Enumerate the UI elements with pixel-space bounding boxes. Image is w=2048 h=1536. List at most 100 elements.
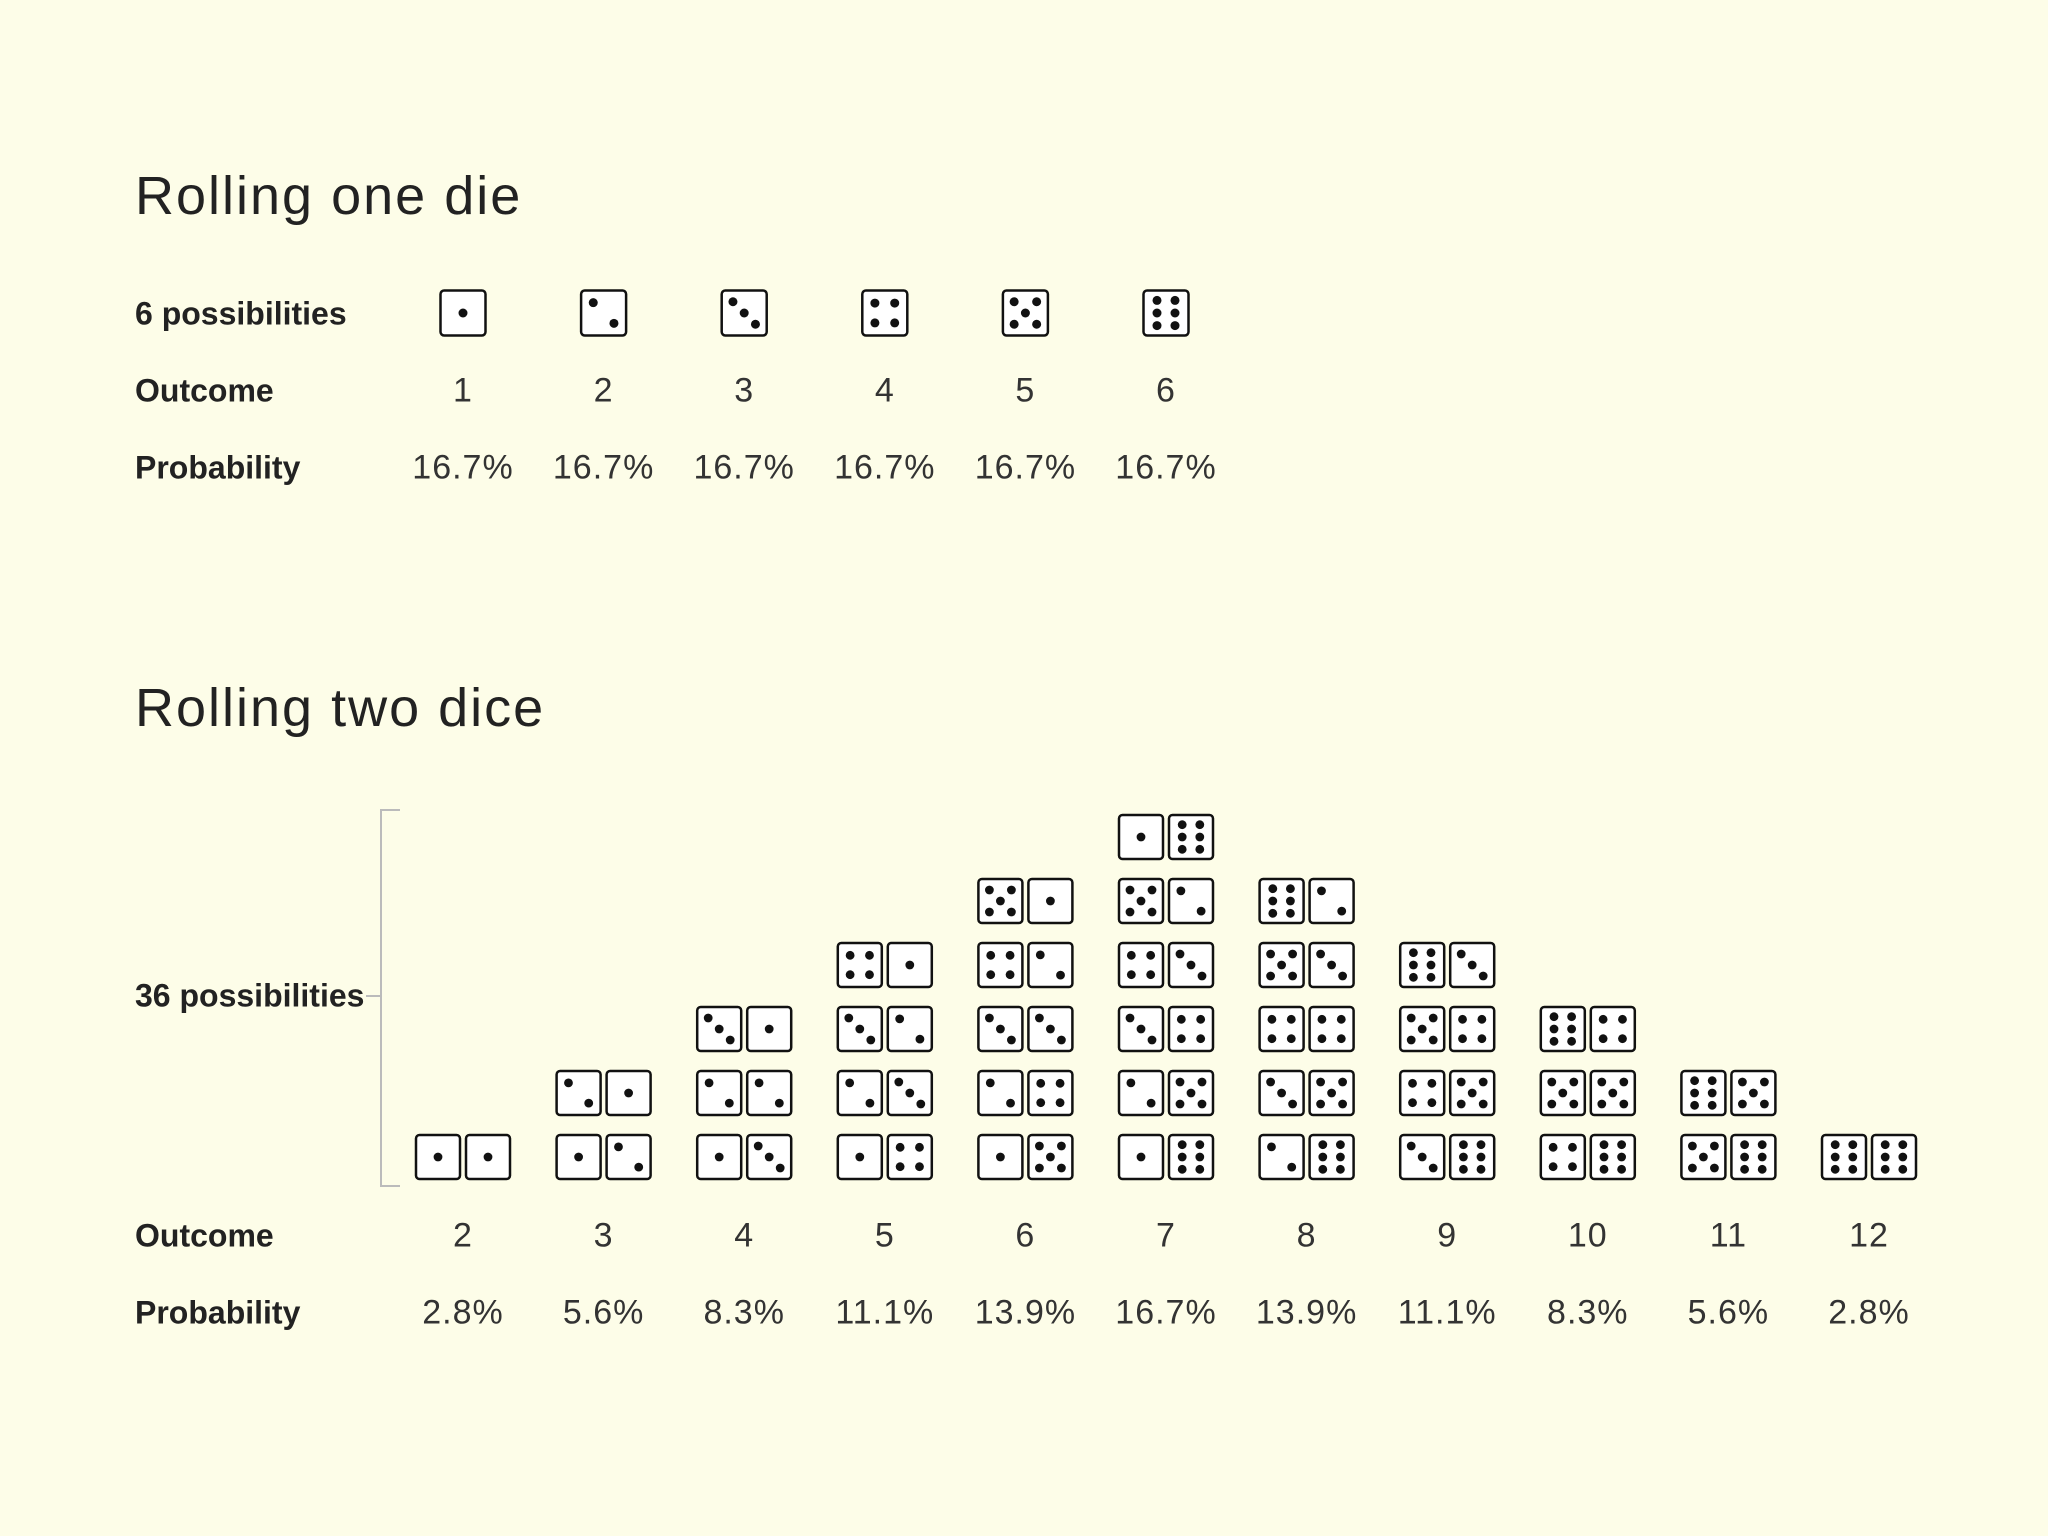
die-pip — [1547, 1099, 1557, 1109]
die-pip — [1549, 1024, 1559, 1034]
die-pip — [1007, 907, 1016, 917]
die-pip — [753, 1141, 763, 1151]
die-pip — [1125, 885, 1135, 895]
die-pip — [1738, 1099, 1747, 1109]
die-pair-right — [464, 1133, 512, 1181]
die-pip — [1760, 1099, 1769, 1109]
die-pip — [1177, 1140, 1187, 1150]
die-pip — [1125, 1013, 1135, 1023]
die-pip — [1699, 1152, 1708, 1162]
die-pip — [1898, 1140, 1908, 1150]
die-pip — [1417, 1024, 1427, 1034]
die-pip — [1568, 1142, 1577, 1152]
two-dice-probability: 16.7% — [1115, 1293, 1217, 1332]
die-pair-left — [977, 1133, 1024, 1181]
die-pip — [1005, 970, 1015, 980]
die-pip — [1477, 1014, 1487, 1024]
die-pip — [1268, 908, 1278, 918]
die-pip — [1009, 297, 1019, 307]
die-body — [1142, 289, 1190, 337]
one-die-probability: 16.7% — [693, 448, 795, 487]
die-pip — [1456, 1099, 1466, 1109]
die-pip — [1036, 1098, 1046, 1108]
die-pip — [1549, 1012, 1559, 1022]
die-body — [1308, 1005, 1355, 1053]
die-pair-left — [1398, 1069, 1446, 1117]
die-pip — [1618, 1034, 1627, 1044]
die-body — [861, 289, 909, 337]
die-pair-right — [1027, 877, 1074, 925]
two-dice-outcome: 2 — [453, 1216, 473, 1255]
bracket-line — [366, 809, 400, 1187]
one-die-outcome: 5 — [1015, 371, 1036, 410]
die-pip — [1608, 1088, 1618, 1098]
die-pip — [1197, 1099, 1207, 1109]
one-die-outcome: 1 — [453, 371, 473, 410]
die-pip — [1317, 886, 1326, 896]
die-pair-left — [1680, 1133, 1727, 1181]
one-die-probability: 16.7% — [834, 448, 936, 487]
die-pip — [1408, 1098, 1417, 1108]
die-pip — [1830, 1152, 1840, 1162]
one-die-probability: 16.7% — [412, 448, 514, 487]
die-pip — [1288, 971, 1297, 981]
die-pip — [1618, 1014, 1627, 1024]
die-pip — [584, 1098, 594, 1108]
one-die-outcome: 4 — [874, 371, 895, 410]
die-pip — [1032, 319, 1042, 329]
die-body — [886, 1005, 934, 1053]
one-die-outcome: 3 — [734, 371, 755, 410]
die-pip — [865, 950, 874, 960]
die-pip — [996, 1152, 1005, 1162]
die-pair-left — [836, 1133, 884, 1181]
die-face-4 — [861, 289, 909, 337]
die-pip — [915, 1034, 925, 1044]
die-pip — [985, 1078, 995, 1088]
die-pip — [1286, 896, 1295, 906]
die-pip — [855, 1024, 865, 1034]
die-pip — [1547, 1077, 1557, 1087]
die-pip — [1757, 1164, 1767, 1174]
die-pip — [1757, 1140, 1767, 1150]
die-pip — [895, 1014, 905, 1024]
die-pip — [1690, 1076, 1699, 1086]
die-pair-right — [1167, 813, 1215, 861]
die-pip — [1170, 295, 1180, 305]
die-pair-left — [695, 1133, 743, 1181]
die-pip — [1467, 1088, 1477, 1098]
die-body — [745, 1069, 793, 1117]
two-dice-outcome: 9 — [1437, 1216, 1458, 1255]
die-pip — [1599, 1152, 1609, 1162]
die-body — [1117, 1069, 1165, 1117]
two-dice-probability: 8.3% — [703, 1293, 785, 1332]
die-pip — [1426, 972, 1436, 982]
die-pip — [985, 1013, 994, 1023]
die-body — [1308, 877, 1355, 925]
die-pip — [1549, 1036, 1559, 1046]
die-pair-right — [1308, 1069, 1355, 1117]
die-pip — [764, 1024, 774, 1034]
die-pip — [986, 950, 996, 960]
die-pip — [1740, 1164, 1749, 1174]
die-pair-right — [1448, 941, 1496, 989]
two-dice-outcome-label: Outcome — [135, 1217, 274, 1254]
die-pip — [870, 318, 880, 328]
two-dice-title: Rolling two dice — [135, 678, 546, 738]
die-pip — [1006, 1098, 1015, 1108]
die-body — [1448, 1005, 1496, 1053]
two-dice-outcome: 7 — [1156, 1216, 1176, 1255]
die-pip — [1267, 1142, 1276, 1152]
die-pip — [1195, 1152, 1205, 1162]
die-pair-left — [1258, 1005, 1305, 1053]
die-pip — [1830, 1140, 1840, 1150]
die-pip — [433, 1152, 443, 1162]
die-pip — [916, 1099, 926, 1109]
die-pip — [1567, 1024, 1576, 1034]
die-pip — [890, 318, 900, 328]
die-pip — [1327, 1088, 1336, 1098]
die-pip — [895, 1162, 905, 1172]
die-pip — [1266, 1077, 1275, 1087]
die-pip — [844, 1013, 854, 1023]
two-dice-outcome: 5 — [874, 1216, 895, 1255]
